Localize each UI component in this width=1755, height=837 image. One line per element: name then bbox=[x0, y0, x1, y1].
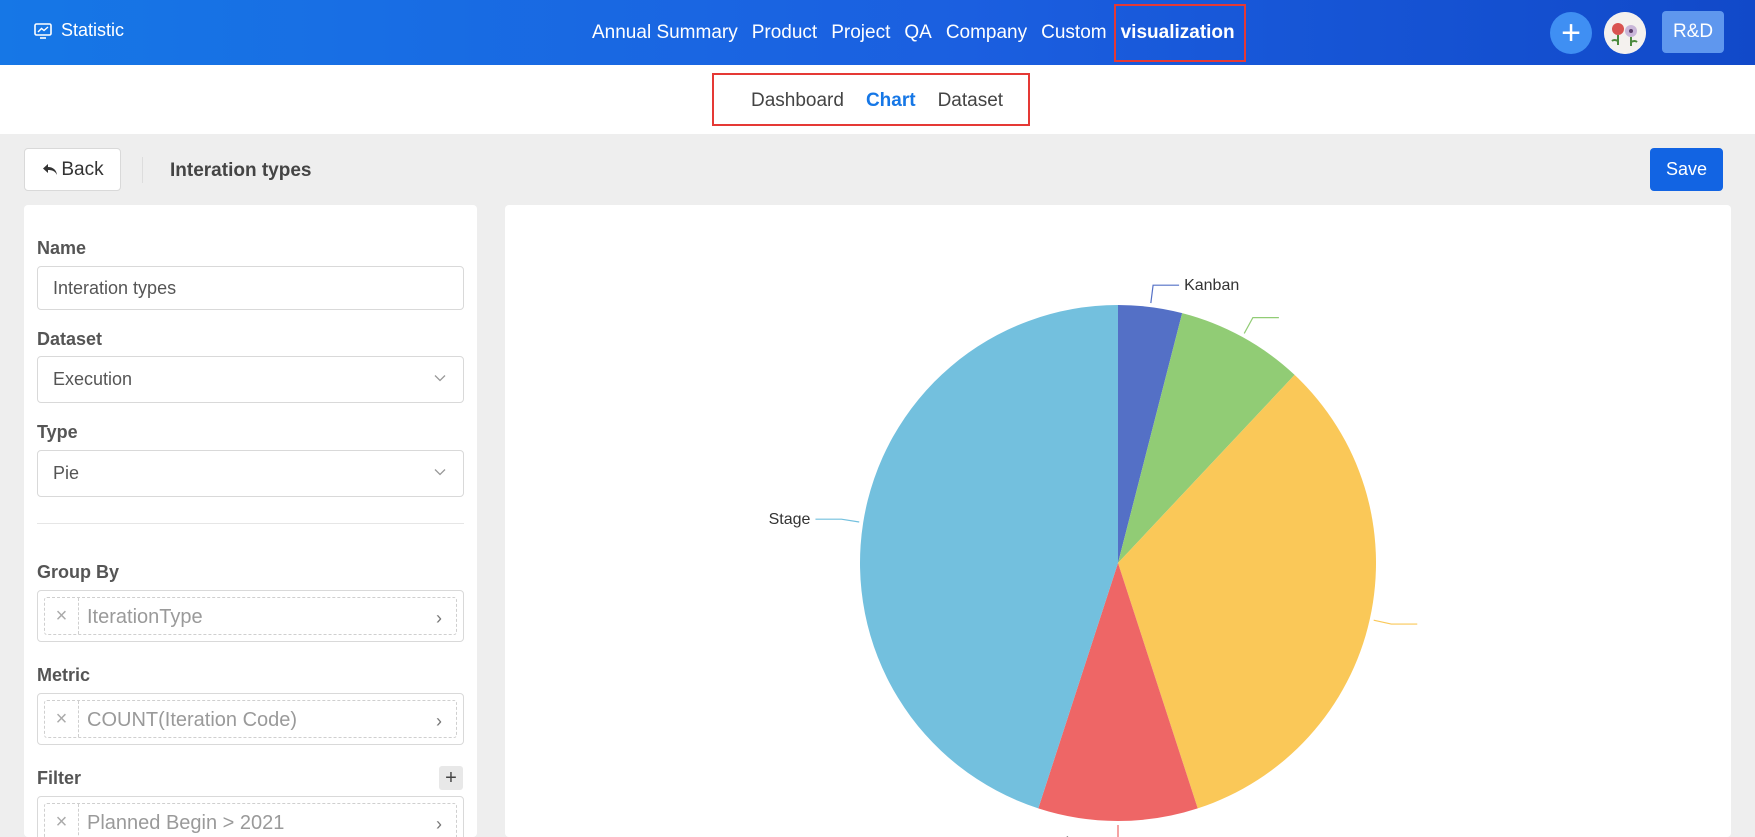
monitor-icon bbox=[34, 22, 52, 39]
pie-slice-1[interactable] bbox=[1118, 313, 1295, 563]
tab-dashboard[interactable]: Dashboard bbox=[751, 90, 844, 111]
pie-slice-3[interactable] bbox=[1038, 563, 1198, 821]
pie-label-3: Iteration bbox=[1029, 835, 1087, 837]
pie-leader-line-3 bbox=[1117, 825, 1119, 837]
type-value: Pie bbox=[53, 463, 80, 483]
pie-leader-line-2 bbox=[1373, 619, 1418, 625]
save-button[interactable]: Save bbox=[1650, 148, 1723, 191]
chevron-right-icon[interactable]: › bbox=[436, 814, 442, 834]
nav-highlight-box bbox=[1114, 4, 1246, 62]
type-label: Type bbox=[37, 422, 78, 442]
remove-icon[interactable]: × bbox=[45, 701, 79, 737]
page-title: Interation types bbox=[170, 160, 312, 181]
filter-value: Planned Begin > 2021 bbox=[87, 812, 285, 834]
metric-value: COUNT(Iteration Code) bbox=[87, 709, 298, 731]
section-divider bbox=[37, 523, 464, 524]
add-filter-button[interactable]: + bbox=[439, 766, 463, 790]
pie-leader-line-4 bbox=[815, 518, 860, 523]
toolbar-divider bbox=[142, 157, 143, 183]
nav-company[interactable]: Company bbox=[945, 21, 1028, 43]
pie-slice-0[interactable] bbox=[1118, 305, 1183, 563]
chevron-down-icon bbox=[434, 469, 446, 476]
metric-label: Metric bbox=[37, 665, 91, 685]
type-select[interactable]: Pie bbox=[37, 450, 464, 497]
pie-leader-line-0 bbox=[1150, 284, 1180, 304]
pie-label-0: Kanban bbox=[1184, 277, 1239, 294]
subtab-highlight-box bbox=[712, 73, 1030, 126]
chevron-right-icon[interactable]: › bbox=[436, 608, 442, 628]
avatar[interactable] bbox=[1604, 12, 1646, 54]
brand-label: Statistic bbox=[61, 20, 125, 40]
filter-chip[interactable]: × Planned Begin > 2021 › bbox=[44, 803, 457, 837]
filter-field[interactable]: × Planned Begin > 2021 › bbox=[37, 796, 464, 837]
group-by-field[interactable]: × IterationType › bbox=[37, 590, 464, 642]
tab-dataset[interactable]: Dataset bbox=[937, 90, 1004, 111]
back-button[interactable]: Back bbox=[24, 148, 121, 191]
nav-product[interactable]: Product bbox=[751, 21, 818, 43]
filter-label: Filter bbox=[37, 768, 82, 788]
department-button[interactable]: R&D bbox=[1662, 11, 1724, 53]
nav-project[interactable]: Project bbox=[831, 21, 891, 43]
back-label: Back bbox=[61, 158, 104, 180]
add-button[interactable]: + bbox=[1550, 12, 1592, 54]
dataset-select[interactable]: Execution bbox=[37, 356, 464, 403]
metric-field[interactable]: × COUNT(Iteration Code) › bbox=[37, 693, 464, 745]
back-arrow-icon bbox=[43, 163, 58, 175]
pie-slice-4[interactable] bbox=[860, 305, 1118, 809]
group-by-label: Group By bbox=[37, 562, 120, 582]
plus-icon: + bbox=[445, 766, 457, 789]
dataset-label: Dataset bbox=[37, 329, 103, 349]
tab-chart[interactable]: Chart bbox=[865, 90, 916, 111]
subtabs: Dashboard Chart Dataset bbox=[751, 90, 1003, 112]
remove-icon[interactable]: × bbox=[45, 598, 79, 634]
group-by-chip[interactable]: × IterationType › bbox=[44, 597, 457, 635]
chevron-down-icon bbox=[434, 375, 446, 382]
nav-annual-summary[interactable]: Annual Summary bbox=[592, 21, 738, 43]
subtab-bar: Dashboard Chart Dataset bbox=[0, 65, 1755, 134]
dataset-value: Execution bbox=[53, 369, 133, 389]
flower-avatar-icon bbox=[1604, 12, 1646, 54]
chart-panel: Kanban Iteration Stage bbox=[505, 205, 1731, 837]
nav-custom[interactable]: Custom bbox=[1041, 21, 1107, 43]
pie-leader-line-1 bbox=[1243, 317, 1279, 334]
main-nav: Annual Summary Product Project QA Compan… bbox=[592, 0, 1235, 65]
remove-icon[interactable]: × bbox=[45, 804, 79, 837]
chart-config-panel: Name Interation types Dataset Execution … bbox=[24, 205, 477, 837]
brand[interactable]: Statistic bbox=[33, 20, 124, 41]
chevron-right-icon[interactable]: › bbox=[436, 711, 442, 731]
group-by-value: IterationType bbox=[87, 606, 203, 628]
pie-chart: Kanban Iteration Stage bbox=[769, 277, 1418, 837]
plus-icon: + bbox=[1561, 14, 1581, 52]
nav-visualization[interactable]: visualization bbox=[1120, 21, 1235, 43]
name-label: Name bbox=[37, 238, 87, 258]
pie-slice-2[interactable] bbox=[1118, 374, 1376, 809]
metric-chip[interactable]: × COUNT(Iteration Code) › bbox=[44, 700, 457, 738]
pie-label-4: Stage bbox=[769, 511, 811, 528]
name-field[interactable]: Interation types bbox=[37, 266, 464, 310]
top-navbar: Statistic Annual Summary Product Project… bbox=[0, 0, 1755, 65]
nav-qa[interactable]: QA bbox=[904, 21, 932, 43]
